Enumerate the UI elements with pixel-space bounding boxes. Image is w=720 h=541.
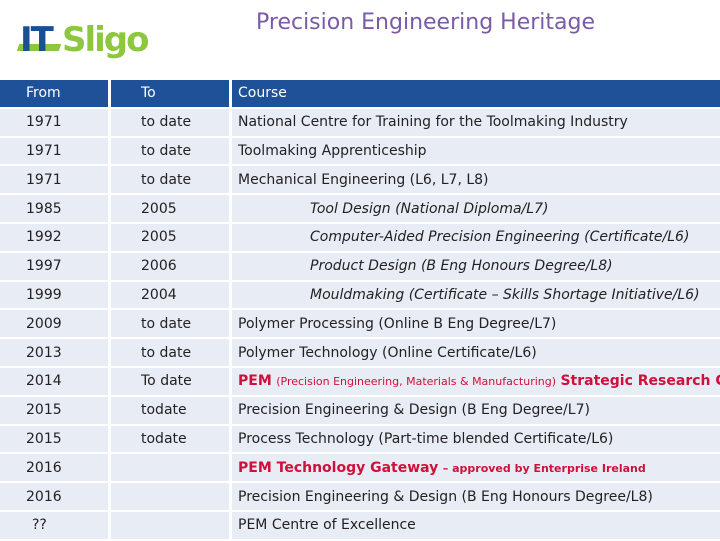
cell-course: Precision Engineering & Design (B Eng De… bbox=[229, 396, 720, 424]
cell-to: 2004 bbox=[108, 281, 229, 309]
cell-from: 1985 bbox=[0, 195, 108, 222]
table-row: 2015 todate Precision Engineering & Desi… bbox=[0, 396, 720, 424]
table-row: 2016 PEM Technology Gateway – approved b… bbox=[0, 454, 720, 482]
cell-course: Toolmaking Apprenticeship bbox=[229, 137, 720, 165]
table-row: 2014 To date PEM (Precision Engineering,… bbox=[0, 367, 720, 395]
cell-from: 1971 bbox=[0, 166, 108, 194]
courses-table: From To Course 1971 to date National Cen… bbox=[0, 78, 720, 541]
course-gateway-note: – approved by Enterprise Ireland bbox=[442, 461, 646, 475]
cell-to bbox=[108, 454, 229, 482]
logo-it-text: IT bbox=[20, 20, 54, 60]
logo-sligo-text: Sligo bbox=[62, 20, 149, 60]
table-row: 1997 2006 Product Design (B Eng Honours … bbox=[0, 252, 720, 280]
cell-course: Mouldmaking (Certificate – Skills Shorta… bbox=[229, 281, 720, 309]
cell-course: PEM (Precision Engineering, Materials & … bbox=[229, 367, 720, 395]
cell-to bbox=[108, 483, 229, 510]
table-row: 2013 to date Polymer Technology (Online … bbox=[0, 339, 720, 366]
cell-from: ?? bbox=[0, 511, 108, 539]
cell-course: Tool Design (National Diploma/L7) bbox=[229, 195, 720, 222]
cell-from: 1992 bbox=[0, 223, 108, 251]
cell-from: 1999 bbox=[0, 281, 108, 309]
cell-from: 1971 bbox=[0, 137, 108, 165]
cell-to: 2005 bbox=[108, 195, 229, 222]
header-course: Course bbox=[229, 80, 720, 107]
cell-course: Process Technology (Part-time blended Ce… bbox=[229, 425, 720, 453]
cell-to bbox=[108, 511, 229, 539]
table-row: 1992 2005 Computer-Aided Precision Engin… bbox=[0, 223, 720, 251]
cell-to: to date bbox=[108, 137, 229, 165]
table-row: 1971 to date National Centre for Trainin… bbox=[0, 108, 720, 136]
table-row: 2015 todate Process Technology (Part-tim… bbox=[0, 425, 720, 453]
cell-to: todate bbox=[108, 425, 229, 453]
cell-course: Computer-Aided Precision Engineering (Ce… bbox=[229, 223, 720, 251]
cell-from: 2009 bbox=[0, 310, 108, 338]
cell-course: Mechanical Engineering (L6, L7, L8) bbox=[229, 166, 720, 194]
cell-from: 2015 bbox=[0, 396, 108, 424]
cell-course: Precision Engineering & Design (B Eng Ho… bbox=[229, 483, 720, 510]
table-row: 1999 2004 Mouldmaking (Certificate – Ski… bbox=[0, 281, 720, 309]
table-row: 1971 to date Mechanical Engineering (L6,… bbox=[0, 166, 720, 194]
table-row: 2009 to date Polymer Processing (Online … bbox=[0, 310, 720, 338]
cell-to: To date bbox=[108, 367, 229, 395]
cell-from: 2013 bbox=[0, 339, 108, 366]
cell-to: to date bbox=[108, 108, 229, 136]
cell-to: 2006 bbox=[108, 252, 229, 280]
it-sligo-logo: IT Sligo bbox=[16, 18, 168, 64]
cell-to: to date bbox=[108, 166, 229, 194]
course-gateway: PEM Technology Gateway bbox=[238, 459, 439, 476]
table-row: 1985 2005 Tool Design (National Diploma/… bbox=[0, 195, 720, 222]
cell-to: 2005 bbox=[108, 223, 229, 251]
cell-from: 2015 bbox=[0, 425, 108, 453]
course-pem: PEM bbox=[238, 373, 272, 390]
table-header-row: From To Course bbox=[0, 80, 720, 107]
cell-course: Polymer Technology (Online Certificate/L… bbox=[229, 339, 720, 366]
cell-to: to date bbox=[108, 310, 229, 338]
table-row: 1971 to date Toolmaking Apprenticeship bbox=[0, 137, 720, 165]
course-pem-expansion: (Precision Engineering, Materials & Manu… bbox=[276, 375, 557, 389]
cell-from: 1971 bbox=[0, 108, 108, 136]
page-title: Precision Engineering Heritage bbox=[256, 10, 595, 35]
cell-from: 2014 bbox=[0, 367, 108, 395]
course-pem-suffix: Strategic Research Centre bbox=[560, 373, 720, 390]
table-row: ?? PEM Centre of Excellence bbox=[0, 511, 720, 539]
cell-to: to date bbox=[108, 339, 229, 366]
table-row: 2016 Precision Engineering & Design (B E… bbox=[0, 483, 720, 510]
cell-to: todate bbox=[108, 396, 229, 424]
cell-course: PEM Centre of Excellence bbox=[229, 511, 720, 539]
cell-course: PEM Technology Gateway – approved by Ent… bbox=[229, 454, 720, 482]
cell-course: Polymer Processing (Online B Eng Degree/… bbox=[229, 310, 720, 338]
cell-from: 2016 bbox=[0, 483, 108, 510]
cell-from: 2016 bbox=[0, 454, 108, 482]
header-to: To bbox=[108, 80, 229, 107]
cell-from: 1997 bbox=[0, 252, 108, 280]
header-from: From bbox=[0, 80, 108, 107]
cell-course: National Centre for Training for the Too… bbox=[229, 108, 720, 136]
cell-course: Product Design (B Eng Honours Degree/L8) bbox=[229, 252, 720, 280]
